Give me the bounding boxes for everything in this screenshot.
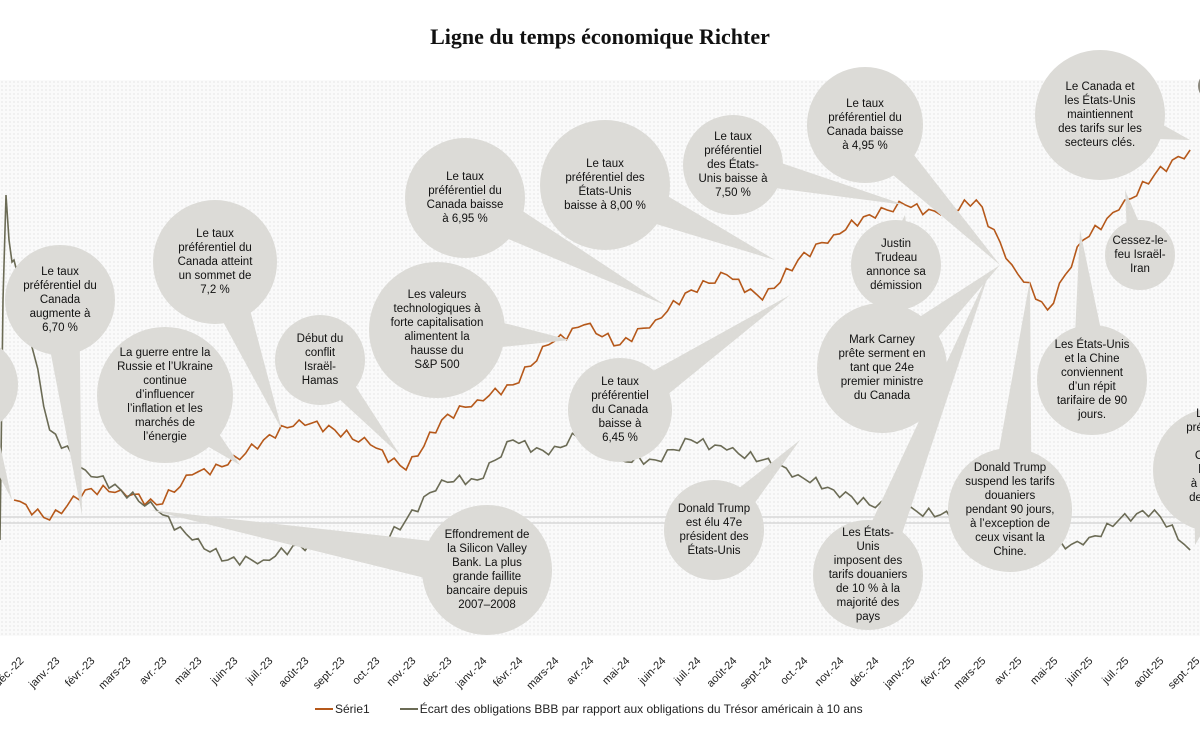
callout-tail (150, 510, 491, 593)
callout-bubble (1035, 50, 1165, 180)
annotation-text: Le taux préférentiel du Canada baisse à … (591, 376, 649, 444)
callout-bubble (817, 303, 947, 433)
annotation-text: Le taux préférentiel du Canada baisse à … (1186, 408, 1200, 504)
annotation-text: Le taux préférentiel du Canada baisse à … (426, 171, 504, 225)
annotation-text: Donald Trump est élu 47e président des É… (677, 503, 751, 557)
annotation-text: La guerre entre la Russie et l’Ukraine c… (117, 347, 213, 443)
callout-bubble (422, 505, 552, 635)
legend: Série1 Écart des obligations BBB par rap… (315, 702, 863, 716)
callout-bubble (369, 262, 505, 398)
callout-bubble (97, 327, 233, 463)
annotation-text: Le taux préférentiel du Canada baisse à … (826, 98, 904, 152)
callout-bubble (0, 347, 18, 423)
callout-bubble (405, 138, 525, 258)
annotation-text: Cessez-le- feu Israël- Iran (1112, 235, 1168, 275)
legend-swatch (399, 708, 418, 710)
series-line-0 (13, 149, 1191, 522)
annotation-text: Le Canada et les États-Unis maintiennent… (1058, 81, 1142, 149)
callout-bubble (813, 520, 923, 630)
legend-item-bbb-spread: Écart des obligations BBB par rapport au… (399, 702, 863, 716)
legend-swatch (315, 708, 333, 710)
callout-bubble (664, 480, 764, 580)
annotation-text: Mark Carney prête serment en tant que 24… (838, 334, 926, 402)
annotation-text: Les États-Unis et la Chine conviennent d… (1054, 339, 1130, 421)
annotation-text: Justin Trudeau annonce sa démission (866, 238, 926, 292)
callout-bubble (540, 120, 670, 250)
callout-bubble (568, 358, 672, 462)
callout-tail (850, 270, 990, 583)
callout-bubble (948, 448, 1072, 572)
callout-tail (0, 444, 12, 500)
callout-bubble (1037, 325, 1147, 435)
annotation-text: Effondrement de la Silicon Valley Bank. … (444, 529, 530, 611)
annotation-text: Le taux préférentiel du Canada augmente … (23, 266, 97, 334)
callout-bubble (1105, 220, 1175, 290)
legend-label: Écart des obligations BBB par rapport au… (419, 702, 863, 716)
legend-label: Série1 (335, 702, 370, 716)
annotation-text: Les États- Unis imposent des tarifs doua… (828, 527, 908, 623)
callout-bubble (683, 115, 783, 215)
callout-bubble (807, 67, 923, 183)
callout-bubble (275, 315, 365, 405)
annotation-text: Le taux préférentiel des États- Unis bai… (698, 131, 768, 199)
chart-title: Ligne du temps économique Richter (430, 24, 770, 49)
annotation-text: Le taux préférentiel du Canada atteint u… (177, 228, 253, 296)
annotation-text: Début du conflit Israël- Hamas (296, 333, 344, 387)
callout-bubble (5, 245, 115, 355)
callout-bubble (851, 220, 941, 310)
annotation-text: Le taux préférentiel des États-Unis bais… (564, 158, 646, 212)
callout-bubble (1153, 409, 1200, 531)
callout-bubble (153, 200, 277, 324)
legend-item-serie1: Série1 (315, 702, 370, 716)
annotation-text: Les valeurs technologiques à forte capit… (390, 289, 484, 371)
annotation-text: Donald Trump suspend les tarifs douanier… (965, 462, 1055, 558)
